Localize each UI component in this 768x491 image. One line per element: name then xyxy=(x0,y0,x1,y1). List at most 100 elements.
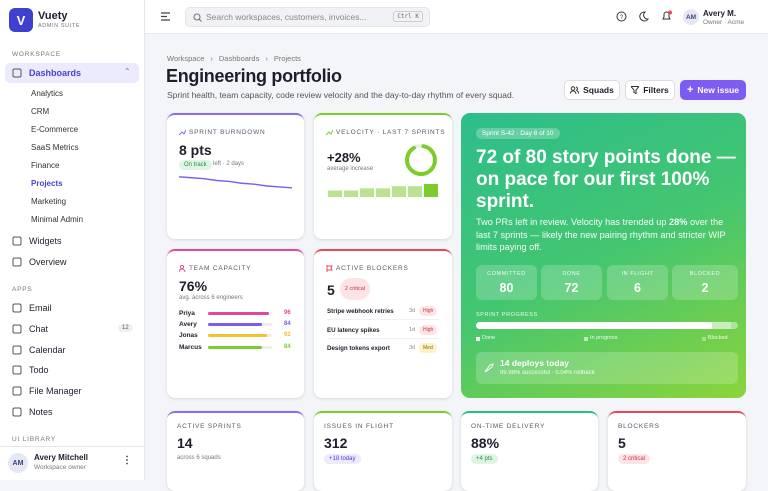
nav-subitem[interactable]: E-Commerce xyxy=(31,125,79,134)
progress-bar xyxy=(476,322,738,329)
blocker-age: 1d xyxy=(409,326,416,333)
nav-subitem[interactable]: Analytics xyxy=(31,89,64,98)
icon-shape xyxy=(12,236,22,246)
menu-icon[interactable] xyxy=(161,12,171,21)
user-name: Avery Mitchell xyxy=(34,453,88,462)
deploy-box: 14 deploys today 99.98% successful · 0.0… xyxy=(476,352,738,384)
velocity-bar xyxy=(392,186,406,197)
icon-shape xyxy=(12,68,22,78)
burndown-card: SPRINT BURNDOWN 8 pts On track left · 2 … xyxy=(167,113,304,239)
capacity-value: 96 xyxy=(284,310,291,316)
nav-subitem[interactable]: Finance xyxy=(31,161,60,170)
shortcut-hint: Ctrl K xyxy=(393,11,423,22)
kpi-label: ON-TIME DELIVERY xyxy=(471,423,546,430)
engineer-name: Priya xyxy=(179,310,195,317)
nav-item[interactable]: Overview xyxy=(29,257,67,267)
severity-chip: High xyxy=(419,306,438,316)
legend-label: In progress xyxy=(590,335,618,341)
blockers-card: ACTIVE BLOCKERS 5 2 critical Stripe webh… xyxy=(314,249,452,398)
user-menu[interactable]: ⋮ xyxy=(122,455,132,466)
card-note: left · 2 days xyxy=(213,161,245,167)
kpi-value: 5 xyxy=(618,435,626,451)
burndown-chart xyxy=(179,176,293,189)
card-label: VELOCITY · LAST 7 SPRINTS xyxy=(336,129,446,136)
nav-subitem[interactable]: SaaS Metrics xyxy=(31,143,79,152)
kpi-label: ISSUES IN FLIGHT xyxy=(324,423,394,430)
nav-icon xyxy=(12,324,22,334)
card-label: TEAM CAPACITY xyxy=(189,265,252,272)
nav-item[interactable]: Dashboards xyxy=(29,68,82,78)
kpi-card: ISSUES IN FLIGHT 312 +18 today xyxy=(314,411,452,491)
nav-icon xyxy=(12,365,22,375)
card-label: ACTIVE BLOCKERS xyxy=(336,265,409,272)
nav-item[interactable]: Todo xyxy=(29,365,49,376)
help-icon[interactable]: ? xyxy=(616,11,627,22)
kpi-value: 312 xyxy=(324,435,348,451)
nav-subitem[interactable]: CRM xyxy=(31,107,50,116)
user-role: Workspace owner xyxy=(34,464,86,471)
plus-icon: + xyxy=(686,84,694,96)
stat-value: 6 xyxy=(634,281,641,295)
severity-chip: High xyxy=(419,324,438,335)
kpi-chip: 2 critical xyxy=(618,454,651,464)
blocker-age: 3d xyxy=(409,345,416,351)
blocker-title: Stripe webhook retries xyxy=(327,308,394,315)
nav-subitem[interactable]: Minimal Admin xyxy=(31,215,84,224)
blocker-title: EU latency spikes xyxy=(327,326,380,334)
sprint-chip: Sprint S-42 · Day 8 of 10 xyxy=(476,128,560,139)
nav-item[interactable]: Chat xyxy=(29,323,49,334)
deploy-note: 99.98% successful · 0.04% rollback xyxy=(500,370,595,376)
kpi-chip: +4 pts xyxy=(471,454,498,464)
velocity-bar xyxy=(376,188,390,197)
squads-button[interactable]: Squads xyxy=(564,80,620,100)
blocker-title: Design tokens export xyxy=(327,345,390,352)
separator: › xyxy=(210,54,213,63)
breadcrumb-item[interactable]: Projects xyxy=(273,54,301,63)
search-box[interactable]: Search workspaces, customers, invoices..… xyxy=(185,7,430,27)
velocity-bar xyxy=(360,188,374,197)
nav-item[interactable]: File Manager xyxy=(29,386,82,397)
card-value: 8 pts xyxy=(179,142,212,158)
nav-item[interactable]: Widgets xyxy=(29,236,62,246)
velocity-bar xyxy=(424,184,438,197)
text: over the last 7 sprints — likely the new… xyxy=(476,217,726,252)
stat-value: 2 xyxy=(701,281,709,295)
user-avatar[interactable]: AM xyxy=(8,453,28,473)
stat-label: COMMITTED xyxy=(487,271,526,277)
card-value: +28% xyxy=(327,150,361,165)
button-label: Filters xyxy=(643,85,669,95)
brand-logo[interactable]: V xyxy=(9,8,33,32)
nav-item[interactable]: Email xyxy=(29,303,52,313)
filter-icon xyxy=(631,86,640,94)
breadcrumb-item[interactable]: Workspace xyxy=(167,54,205,63)
nav-item[interactable]: Calendar xyxy=(29,344,66,355)
progress-segment xyxy=(711,322,732,329)
nav-subitem[interactable]: Projects xyxy=(31,179,63,188)
page-title: Engineering portfolio xyxy=(166,66,342,86)
critical-chip: 2 critical xyxy=(340,278,370,300)
block-icon xyxy=(326,265,333,272)
theme-icon[interactable] xyxy=(638,11,649,22)
legend-label: Blocked xyxy=(708,335,728,341)
progress-segment xyxy=(476,322,712,329)
user-avatar[interactable]: AM xyxy=(683,9,699,25)
card-note: avg. across 6 engineers xyxy=(179,295,243,301)
icon-shape xyxy=(12,324,22,334)
new-issue-button[interactable]: + New issue xyxy=(680,80,746,100)
card-value: 76% xyxy=(179,278,208,294)
breadcrumb-item[interactable]: Dashboards xyxy=(218,54,260,63)
nav-item[interactable]: Notes xyxy=(29,407,53,417)
notification-icon[interactable] xyxy=(661,10,673,22)
filters-button[interactable]: Filters xyxy=(625,80,675,100)
stat-box: COMMITTED 80 xyxy=(476,265,537,300)
chevron: ⌃ xyxy=(124,67,131,76)
section-label: WORKSPACE xyxy=(12,51,61,58)
trend-icon xyxy=(326,129,333,136)
velocity-card: VELOCITY · LAST 7 SPRINTS +28% average i… xyxy=(314,113,452,239)
stat-label: IN FLIGHT xyxy=(621,271,654,277)
card-note: average increase xyxy=(327,166,374,172)
nav-subitem[interactable]: Marketing xyxy=(31,197,67,206)
kpi-value: 14 xyxy=(177,435,193,451)
nav-icon xyxy=(12,236,22,246)
